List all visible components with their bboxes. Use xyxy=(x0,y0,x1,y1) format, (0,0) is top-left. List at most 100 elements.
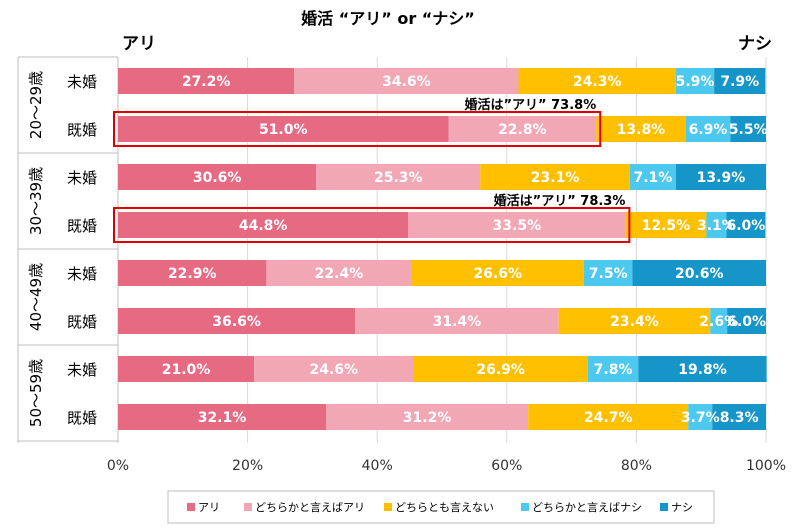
bar-data-label: 36.6% xyxy=(212,314,261,330)
bar-segment xyxy=(408,212,626,238)
bar-data-label: 6.0% xyxy=(727,314,766,330)
bar-data-label: 33.5% xyxy=(493,218,542,234)
bar-segment xyxy=(675,68,715,94)
bar-segment xyxy=(583,260,633,286)
bar-data-label: 20.6% xyxy=(675,266,724,282)
bar-segment xyxy=(316,164,481,190)
bar-segment xyxy=(730,116,766,142)
bar-segment xyxy=(710,308,728,334)
bar-data-label: 24.6% xyxy=(309,362,358,378)
bar-segment xyxy=(685,116,731,142)
legend-frame xyxy=(167,490,715,524)
bar-segment xyxy=(480,164,630,190)
bar-segment xyxy=(518,68,676,94)
data-labels: 27.2% 34.6% 24.3% 5.9% 7.9% 51.0% 22.8% 13.8% 6.… xyxy=(162,74,768,426)
annotation-label: 婚活は”アリ” 73.8% xyxy=(465,97,597,113)
bar-segment xyxy=(118,116,449,142)
bar-data-label: 21.0% xyxy=(162,362,211,378)
bar-segment xyxy=(294,68,519,94)
bar-data-label: 34.6% xyxy=(382,74,431,90)
category-label: 既婚 xyxy=(67,217,97,235)
gridlines xyxy=(117,57,767,443)
age-group-label: 20〜29歳 xyxy=(27,71,45,139)
bar-data-label: 12.5% xyxy=(642,218,691,234)
legend-label: どちらかと言えばアリ xyxy=(255,501,365,514)
chart-title: 婚活 “アリ” or “ナシ” xyxy=(301,9,475,28)
bar-data-label: 23.1% xyxy=(531,170,580,186)
bar-data-label: 6.9% xyxy=(689,122,728,138)
right-corner-label: ナシ xyxy=(738,34,772,54)
legend-label: アリ xyxy=(198,501,220,514)
bar-data-label: 7.5% xyxy=(589,266,628,282)
legend-swatch xyxy=(660,503,668,511)
bar-segment xyxy=(688,404,713,430)
bar-data-label: 30.6% xyxy=(193,170,242,186)
bar-segment xyxy=(638,356,767,382)
legend: アリ どちらかと言えばアリ どちらとも言えない どちらかと言えばナシ ナシ xyxy=(167,490,715,524)
annotation-label: 婚活は”アリ” 78.3% xyxy=(494,193,626,209)
bar-data-label: 13.8% xyxy=(617,122,666,138)
bar-data-label: 23.4% xyxy=(610,314,659,330)
bar-segment xyxy=(413,356,588,382)
legend-label: どちらかと言えばナシ xyxy=(532,501,642,514)
x-tick-label: 100% xyxy=(746,458,786,474)
bar-data-label: 7.9% xyxy=(720,74,759,90)
bar-data-label: 7.8% xyxy=(594,362,633,378)
bar-data-label: 5.5% xyxy=(729,122,768,138)
x-tick-labels: 0% 20% 40% 60% 80% 100% xyxy=(107,458,786,474)
annotations: 婚活は”アリ” 73.8% 婚活は”アリ” 78.3% xyxy=(465,97,626,209)
category-label: 未婚 xyxy=(67,73,97,91)
category-label: 既婚 xyxy=(67,313,97,331)
highlight-box xyxy=(113,207,631,243)
bar-segment xyxy=(118,68,295,94)
category-label: 既婚 xyxy=(67,409,97,427)
bar-data-label: 3.7% xyxy=(681,410,720,426)
bar-segment xyxy=(714,68,766,94)
bar-data-label: 27.2% xyxy=(182,74,231,90)
bar-segment xyxy=(266,260,412,286)
legend-label: どちらとも言えない xyxy=(395,501,494,514)
bar-data-label: 44.8% xyxy=(239,218,288,234)
legend-swatch xyxy=(187,503,195,511)
bar-segment xyxy=(326,404,529,430)
bar-data-label: 5.9% xyxy=(676,74,715,90)
bar-data-label: 51.0% xyxy=(259,122,308,138)
x-tick-label: 80% xyxy=(621,458,652,474)
bar-data-label: 2.6% xyxy=(699,314,738,330)
bar-data-label: 22.4% xyxy=(315,266,364,282)
bar-data-label: 31.2% xyxy=(403,410,452,426)
bar-segment xyxy=(118,356,255,382)
bar-segment xyxy=(118,212,409,238)
bar-data-label: 32.1% xyxy=(198,410,247,426)
bar-segment xyxy=(254,356,414,382)
bars xyxy=(118,68,767,430)
bar-segment xyxy=(448,116,597,142)
bar-segment xyxy=(558,308,711,334)
x-tick-label: 60% xyxy=(491,458,522,474)
bar-segment xyxy=(625,212,707,238)
bar-segment xyxy=(632,260,766,286)
legend-swatch xyxy=(244,503,252,511)
bar-segment xyxy=(355,308,559,334)
bar-data-label: 7.1% xyxy=(634,170,673,186)
age-group-label: 30〜39歳 xyxy=(27,167,45,235)
bar-data-label: 31.4% xyxy=(433,314,482,330)
category-label: 未婚 xyxy=(67,265,97,283)
bar-segment xyxy=(118,260,267,286)
x-tick-label: 0% xyxy=(107,458,129,474)
bar-data-label: 8.3% xyxy=(720,410,759,426)
bar-segment xyxy=(118,164,317,190)
bar-segment xyxy=(118,308,356,334)
left-corner-label: アリ xyxy=(122,34,156,54)
bar-segment xyxy=(596,116,686,142)
legend-swatch xyxy=(521,503,529,511)
bar-segment xyxy=(587,356,639,382)
bar-data-label: 6.0% xyxy=(726,218,765,234)
bar-segment xyxy=(118,404,327,430)
age-group-labels: 20〜29歳 30〜39歳 40〜49歳 50〜59歳 xyxy=(27,71,45,427)
bar-segment xyxy=(727,308,766,334)
age-group-label: 50〜59歳 xyxy=(27,359,45,427)
bar-data-label: 13.9% xyxy=(697,170,746,186)
